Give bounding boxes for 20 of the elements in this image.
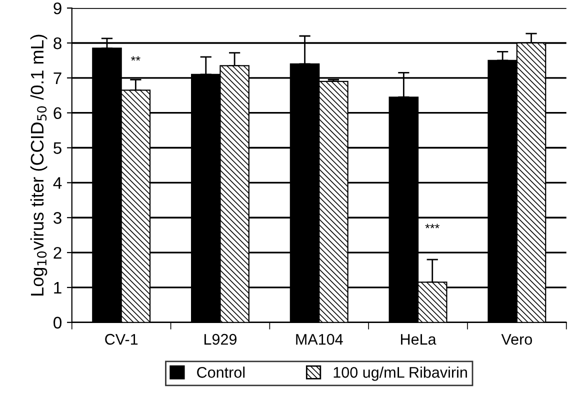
y-tick-label: 0 bbox=[54, 316, 62, 329]
y-tick-label: 7 bbox=[54, 72, 62, 84]
legend-label: Control bbox=[197, 366, 245, 378]
annotation: *** bbox=[425, 224, 440, 228]
y-tick-label: 1 bbox=[54, 282, 62, 294]
y-axis-title: Log$_{10}$virus titer (CCID$_{50}$ /0.1 mL) bbox=[30, 34, 48, 296]
y-tick-label: 8 bbox=[54, 37, 62, 50]
x-tick-label: MA104 bbox=[296, 334, 343, 345]
y-tick-label: 6 bbox=[54, 107, 62, 120]
y-tick-label: 2 bbox=[54, 246, 62, 259]
x-tick-label: CV-1 bbox=[105, 334, 138, 345]
legend-label: 100 ug/mL Ribavirin bbox=[334, 366, 467, 381]
annotation: ** bbox=[131, 56, 140, 61]
x-tick-label: Vero bbox=[501, 334, 532, 345]
y-tick-label: 5 bbox=[54, 142, 62, 154]
y-tick-label: 3 bbox=[54, 212, 62, 224]
y-tick-label: 9 bbox=[54, 2, 62, 14]
y-tick-label: 4 bbox=[53, 177, 62, 189]
x-tick-label: HeLa bbox=[401, 334, 436, 345]
x-tick-label: L929 bbox=[204, 334, 236, 345]
